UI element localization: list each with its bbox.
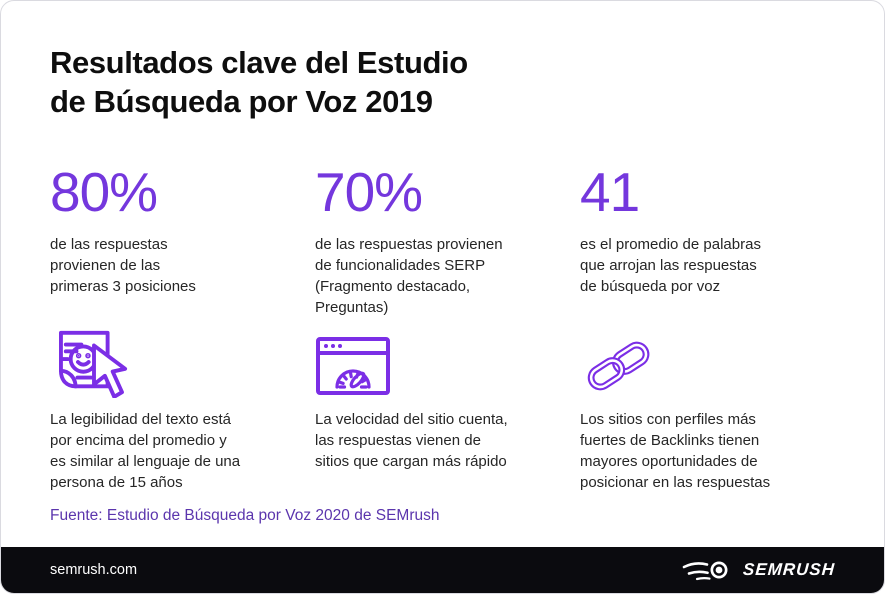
finding-text: La legibilidad del texto está por encima… — [50, 411, 241, 491]
site-speed-gauge-browser-icon — [315, 328, 580, 398]
stat-value: 41 — [580, 161, 640, 223]
infographic-content: Resultados clave del Estudio de Búsqueda… — [1, 1, 884, 547]
readability-smiley-document-cursor-icon — [50, 328, 315, 398]
backlinks-chain-links-icon — [580, 328, 844, 398]
stat-value: 80% — [50, 161, 158, 223]
finding-text: Los sitios con perfiles más fuertes de B… — [580, 411, 771, 491]
stat-top-3-positions: 80% de las respuestas provienen de las p… — [50, 165, 315, 318]
page-title: Resultados clave del Estudio de Búsqueda… — [50, 45, 468, 119]
stats-row: 80% de las respuestas provienen de las p… — [50, 165, 844, 318]
footer-website: semrush.com — [50, 562, 138, 578]
findings-row: La legibilidad del texto está por encima… — [50, 328, 844, 493]
stat-average-words: 41 es el promedio de palabras que arroja… — [580, 165, 844, 318]
finding-backlinks: Los sitios con perfiles más fuertes de B… — [580, 328, 844, 493]
finding-text: La velocidad del sitio cuenta, las respu… — [315, 411, 508, 470]
finding-site-speed: La velocidad del sitio cuenta, las respu… — [315, 328, 580, 493]
semrush-wordmark: SEMRUSH — [742, 560, 836, 579]
footer-bar: semrush.com SEMRUSH — [1, 547, 884, 593]
stat-description: es el promedio de palabras que arrojan l… — [580, 236, 761, 295]
stat-description: de las respuestas provienen de las prime… — [50, 236, 196, 295]
finding-readability: La legibilidad del texto está por encima… — [50, 328, 315, 493]
stat-value: 70% — [315, 161, 423, 223]
source-citation: Fuente: Estudio de Búsqueda por Voz 2020… — [50, 507, 440, 524]
comet-icon — [682, 561, 728, 581]
stat-serp-features: 70% de las respuestas provienen de funci… — [315, 165, 580, 318]
stat-description: de las respuestas provienen de funcional… — [315, 236, 503, 316]
semrush-logo: SEMRUSH — [682, 555, 836, 585]
